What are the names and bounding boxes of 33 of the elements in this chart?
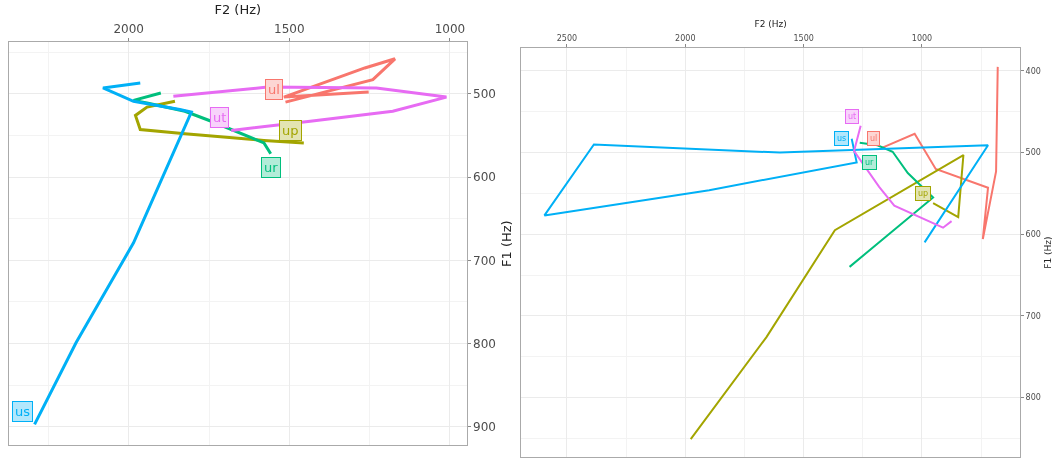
series-label: up (282, 123, 299, 138)
line-series (689, 154, 965, 441)
x-tick-label: 1000 (911, 33, 933, 43)
series-label: us (15, 404, 31, 419)
series-label: us (837, 134, 847, 143)
y-axis-title: F1 (Hz) (498, 220, 514, 267)
y-tick-label: 500 (473, 86, 496, 101)
x-tick-label: 1500 (274, 22, 305, 37)
y-tick-label: 800 (473, 336, 496, 351)
series-label: up (918, 189, 929, 198)
series-label: ur (264, 160, 279, 175)
y-tick-label: 800 (1025, 393, 1041, 403)
series-label: ul (870, 134, 878, 143)
x-tick-label: 2500 (556, 33, 578, 43)
series-label: ur (865, 158, 875, 167)
y-tick-label: 500 (1025, 148, 1041, 158)
y-tick-label: 700 (1025, 311, 1041, 321)
x-axis-title: F2 (Hz) (754, 19, 787, 30)
series-label: ul (268, 82, 280, 97)
y-tick-label: 700 (473, 253, 496, 268)
x-axis-title: F2 (Hz) (214, 2, 262, 18)
x-tick-label: 2000 (675, 33, 696, 43)
y-tick-label: 600 (473, 170, 496, 185)
x-tick-label: 1500 (793, 33, 814, 43)
y-tick-label: 600 (1025, 230, 1041, 240)
line-series (881, 65, 999, 241)
x-tick-label: 1000 (434, 22, 466, 37)
y-axis-title: F1 (Hz) (1043, 236, 1053, 269)
series-label: ut (848, 112, 857, 121)
x-tick-label: 2000 (113, 22, 144, 37)
y-tick-label: 900 (473, 420, 496, 435)
series-label: ut (213, 110, 227, 125)
y-tick-label: 400 (1025, 66, 1041, 76)
